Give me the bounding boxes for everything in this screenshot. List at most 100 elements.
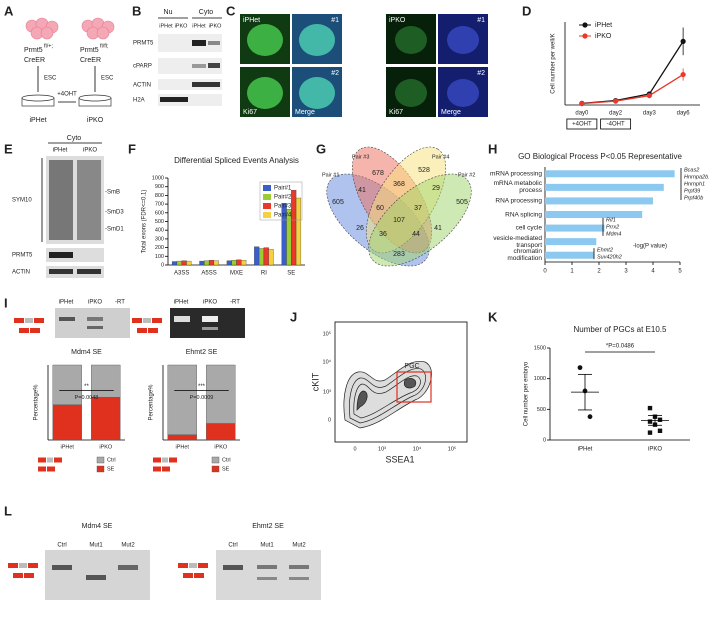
gate-label: PGC (404, 363, 419, 370)
x-tick-label: day6 (677, 111, 691, 117)
panel-letter: J (290, 309, 297, 324)
bar (545, 238, 597, 246)
point (680, 38, 686, 44)
panel-letter: A (4, 3, 14, 18)
y-tick-label: 0 (161, 262, 164, 268)
count: 36 (379, 231, 387, 238)
bar (241, 260, 247, 266)
point (647, 430, 653, 435)
panel-letter: K (488, 309, 498, 324)
bar (204, 260, 210, 266)
bar (208, 260, 215, 266)
label: +4OHT (57, 92, 77, 98)
bar-segment (52, 404, 82, 441)
label: -SmD1 (105, 227, 124, 233)
point (647, 419, 653, 424)
label: cPARP (133, 64, 152, 70)
legend-label: Ctrl (107, 457, 116, 463)
bar-segment (91, 397, 121, 441)
bar (236, 259, 242, 266)
y-tick-label: chromatin modification (507, 248, 542, 263)
bar (545, 183, 664, 191)
plot-frame (334, 321, 468, 443)
line (581, 41, 684, 104)
x-tick-label: iPKO (99, 444, 113, 450)
point (613, 98, 619, 104)
x-tick-label: 2 (597, 269, 601, 275)
label: iPHet (53, 148, 68, 154)
exon (47, 466, 55, 472)
set-label: Pair #4 (432, 154, 449, 160)
x-tick-label: 0 (543, 269, 547, 275)
bar (268, 249, 274, 266)
label: iPHet (192, 23, 206, 29)
panel-letter: B (132, 3, 141, 18)
bar (263, 247, 269, 266)
label: Cyto (67, 135, 82, 142)
label: Ki67 (389, 109, 403, 116)
point (647, 405, 653, 411)
count: 528 (418, 167, 430, 174)
annotation: Hnrnpa2b1 (684, 174, 709, 180)
x-tick-label: iPKO (214, 444, 228, 450)
legend-swatch (96, 465, 105, 473)
bar (545, 211, 643, 218)
y-tick-label: 10⁵ (323, 330, 331, 337)
label: Mut1 (260, 543, 274, 549)
label: Mut2 (292, 543, 306, 549)
panel-letter: D (522, 3, 531, 18)
x-tick-label: iPHet (61, 444, 75, 450)
y-tick-label: 300 (155, 236, 164, 242)
x-tick-label: 0 (353, 446, 356, 452)
label: iPHet (243, 17, 260, 24)
label: #1 (331, 17, 339, 24)
label: #1 (477, 17, 485, 24)
legend-label: iPHet (595, 22, 612, 29)
x-tick-label: 3 (624, 269, 628, 275)
label: Ctrl (228, 543, 237, 549)
set-label: Pair #3 (352, 154, 369, 160)
panel-letter: I (4, 295, 8, 310)
count: 37 (414, 205, 422, 212)
y-tick-label: 400 (155, 228, 164, 234)
label: iPKO (88, 300, 102, 306)
bar (545, 224, 605, 232)
label: -SmD3 (105, 210, 124, 216)
bar (181, 260, 187, 266)
count: 60 (376, 205, 384, 212)
bar-segment (91, 364, 121, 398)
axis-label: Cell number per embryo (524, 361, 530, 426)
axis-label: Percentage% (34, 384, 40, 421)
bar (258, 248, 265, 266)
exon (47, 457, 53, 463)
y-tick-label: 900 (155, 184, 164, 190)
label: iPHet (159, 23, 173, 29)
y-tick-label: RNA processing (495, 197, 542, 205)
bar-segment (206, 423, 236, 441)
point (657, 417, 663, 422)
density-contour (343, 360, 432, 429)
western-blot (158, 34, 222, 106)
set-label: Pair #2 (458, 172, 475, 178)
legend-swatch (263, 194, 271, 200)
label: iPKO (209, 23, 223, 29)
label: #2 (477, 70, 485, 77)
legend-label: Pair#3 (274, 204, 292, 210)
label: ACTIN (133, 83, 151, 89)
dish (21, 94, 112, 107)
exon (153, 457, 161, 463)
bar (545, 170, 675, 178)
legend-label: Ctrl (222, 457, 231, 463)
label: SYM10 (12, 198, 32, 204)
bar-segment (167, 434, 197, 441)
line (581, 74, 684, 105)
genotype-allele: fl/fl; (100, 43, 109, 49)
y-tick-label: vesicle-mediated transport (493, 234, 542, 249)
count: 505 (456, 199, 468, 206)
x-tick-label: SE (287, 271, 295, 277)
exon (54, 457, 62, 463)
label: -RT (115, 300, 125, 306)
count: 368 (393, 181, 405, 188)
x-tick-label: RI (261, 271, 267, 277)
annotation: *P=0.0486 (606, 344, 635, 350)
